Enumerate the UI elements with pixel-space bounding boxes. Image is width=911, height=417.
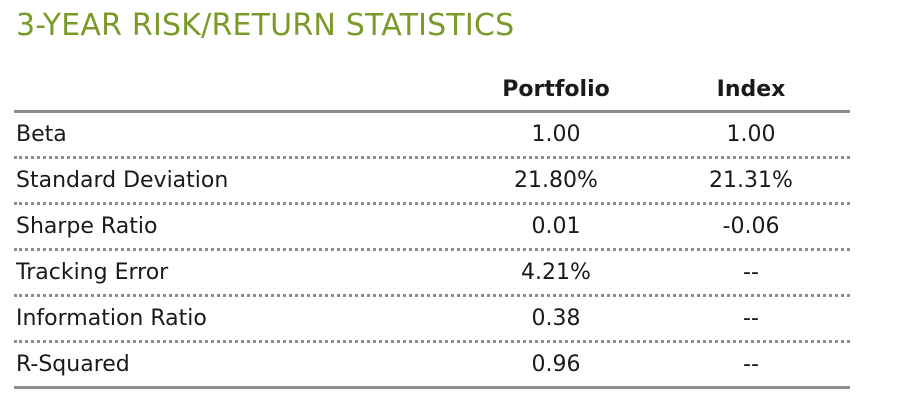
portfolio-value: 0.96 [531,352,581,377]
row-label: Beta [16,122,67,147]
table-header: Portfolio Index [14,68,850,113]
table-row: Beta 1.00 1.00 [14,113,850,159]
index-value: -0.06 [722,214,780,239]
row-label: Tracking Error [16,260,169,285]
row-label: Standard Deviation [16,168,229,193]
portfolio-value: 0.01 [531,214,581,239]
index-value: -- [743,260,759,285]
portfolio-value: 0.38 [531,306,581,331]
portfolio-value: 4.21% [521,260,591,285]
table-row: Standard Deviation 21.80% 21.31% [14,159,850,205]
index-value: -- [743,306,759,331]
row-label: R-Squared [16,352,130,377]
portfolio-value: 1.00 [531,122,581,147]
table-row: Information Ratio 0.38 -- [14,297,850,343]
table-row: Sharpe Ratio 0.01 -0.06 [14,205,850,251]
column-header-portfolio: Portfolio [502,76,610,102]
index-value: 1.00 [726,122,776,147]
table-row: Tracking Error 4.21% -- [14,251,850,297]
index-value: -- [743,352,759,377]
portfolio-value: 21.80% [514,168,598,193]
index-value: 21.31% [709,168,793,193]
risk-return-table: Portfolio Index Beta 1.00 1.00 Standard … [14,68,850,389]
row-label: Information Ratio [16,306,207,331]
table-row: R-Squared 0.96 -- [14,343,850,389]
column-header-index: Index [716,76,786,102]
page-title: 3-YEAR RISK/RETURN STATISTICS [16,8,515,43]
row-label: Sharpe Ratio [16,214,158,239]
